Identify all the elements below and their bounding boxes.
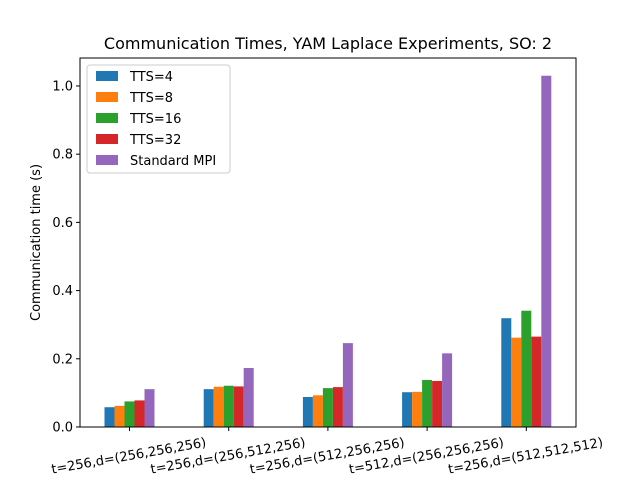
bar [302, 396, 313, 427]
bar [531, 336, 542, 427]
y-tick-label: 0.0 [52, 421, 73, 436]
bar [442, 353, 453, 427]
bar [223, 385, 234, 427]
bar [114, 405, 125, 427]
y-tick-label: 0.2 [52, 352, 73, 367]
bar [124, 401, 135, 427]
legend-label: Standard MPI [130, 154, 216, 169]
legend-swatch [96, 71, 118, 81]
bar [104, 407, 115, 427]
legend-label: TTS=4 [129, 70, 173, 85]
bar [144, 389, 155, 427]
bar [342, 343, 353, 427]
bar [332, 387, 343, 427]
legend-frame [86, 64, 231, 174]
bar [243, 368, 254, 427]
y-axis-label: Communication time (s) [29, 164, 44, 321]
bar [511, 337, 522, 427]
legend-swatch [96, 134, 118, 144]
chart-title: Communication Times, YAM Laplace Experim… [104, 34, 552, 53]
legend-label: TTS=16 [129, 112, 181, 127]
y-tick-label: 0.4 [52, 284, 73, 299]
legend-swatch [96, 92, 118, 102]
bar [322, 388, 333, 427]
bar [312, 395, 323, 427]
y-tick-label: 0.8 [52, 148, 73, 163]
bar [521, 310, 532, 427]
y-tick-label: 1.0 [52, 79, 73, 94]
bar [402, 392, 413, 427]
y-tick-label: 0.6 [52, 216, 73, 231]
bar [134, 400, 145, 427]
bar [501, 318, 512, 427]
bar [203, 389, 214, 427]
y-axis: 0.0 0.2 0.4 0.6 0.8 1.0 [52, 79, 80, 436]
bars-layer [104, 75, 552, 427]
bar [541, 75, 552, 427]
legend: TTS=4 TTS=8 TTS=16 TTS=32 Standard MPI [86, 64, 231, 174]
legend-swatch [96, 113, 118, 123]
bar [432, 380, 443, 427]
legend-label: TTS=8 [129, 91, 173, 106]
bar [422, 379, 433, 427]
legend-swatch [96, 155, 118, 165]
bar [412, 391, 423, 427]
bar [213, 386, 224, 427]
legend-label: TTS=32 [129, 133, 181, 148]
bar [233, 386, 244, 427]
